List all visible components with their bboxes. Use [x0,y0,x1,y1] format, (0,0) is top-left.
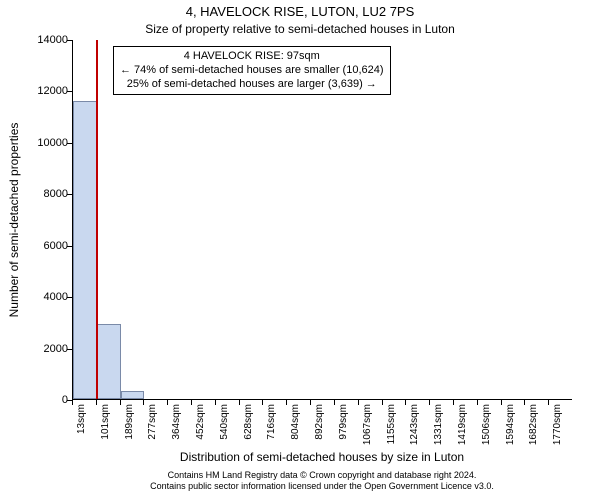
chart-subtitle: Size of property relative to semi-detach… [0,22,600,36]
y-tick-label: 2000 [18,343,68,355]
y-tick-label: 14000 [18,34,68,46]
x-tick-mark [334,400,335,405]
x-tick-mark [358,400,359,405]
chart-title: 4, HAVELOCK RISE, LUTON, LU2 7PS [0,4,600,19]
x-tick-mark [72,400,73,405]
property-size-histogram: 4, HAVELOCK RISE, LUTON, LU2 7PS Size of… [0,0,600,500]
histogram-bar [97,324,121,399]
y-axis-label: Number of semi-detached properties [7,123,21,318]
annotation-line-3: 25% of semi-detached houses are larger (… [120,78,384,92]
x-tick-mark [262,400,263,405]
x-tick-mark [191,400,192,405]
y-tick-label: 4000 [18,291,68,303]
copyright-line-2: Contains public sector information licen… [72,481,572,492]
x-tick-mark [143,400,144,405]
x-tick-mark [310,400,311,405]
y-tick-label: 10000 [18,137,68,149]
annotation-line-2: ← 74% of semi-detached houses are smalle… [120,64,384,78]
histogram-bar [121,391,145,399]
x-tick-mark [501,400,502,405]
y-tick-label: 0 [18,394,68,406]
x-tick-mark [453,400,454,405]
histogram-bar [73,101,97,399]
x-axis-label: Distribution of semi-detached houses by … [72,450,572,464]
x-tick-mark [524,400,525,405]
x-tick-mark [215,400,216,405]
property-marker-line [96,40,98,399]
y-tick-label: 12000 [18,85,68,97]
x-tick-mark [239,400,240,405]
x-tick-mark [477,400,478,405]
x-tick-mark [429,400,430,405]
y-tick-label: 6000 [18,240,68,252]
annotation-box: 4 HAVELOCK RISE: 97sqm ← 74% of semi-det… [113,46,391,95]
plot-area: 4 HAVELOCK RISE: 97sqm ← 74% of semi-det… [72,40,572,400]
copyright-line-1: Contains HM Land Registry data © Crown c… [72,470,572,481]
x-tick-mark [405,400,406,405]
x-tick-mark [548,400,549,405]
x-tick-mark [96,400,97,405]
x-tick-mark [167,400,168,405]
copyright-notice: Contains HM Land Registry data © Crown c… [72,470,572,492]
x-tick-mark [286,400,287,405]
x-tick-mark [382,400,383,405]
y-tick-label: 8000 [18,188,68,200]
annotation-line-1: 4 HAVELOCK RISE: 97sqm [120,50,384,64]
x-tick-mark [120,400,121,405]
